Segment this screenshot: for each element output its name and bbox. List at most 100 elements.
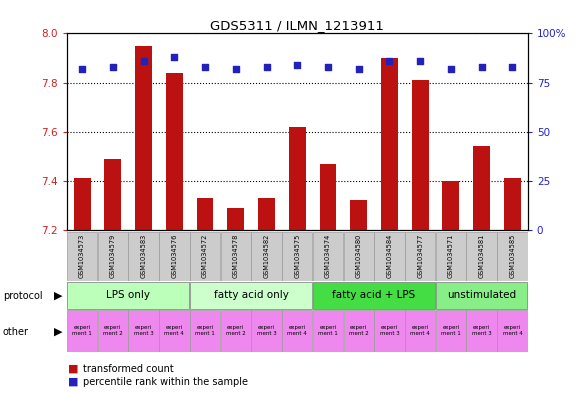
Bar: [436, 232, 466, 281]
Text: ▶: ▶: [54, 290, 63, 301]
Bar: [159, 310, 190, 352]
Bar: [313, 310, 343, 352]
Point: [477, 64, 487, 70]
Text: protocol: protocol: [3, 290, 42, 301]
Point: [415, 58, 425, 64]
Text: experi
ment 4: experi ment 4: [410, 325, 430, 336]
Bar: [166, 73, 183, 230]
Point: [354, 66, 363, 72]
Bar: [97, 310, 128, 352]
Bar: [436, 310, 466, 352]
Bar: [289, 127, 306, 230]
Bar: [320, 163, 336, 230]
Bar: [97, 232, 128, 281]
Bar: [350, 200, 367, 230]
Text: experi
ment 3: experi ment 3: [133, 325, 154, 336]
Text: fatty acid only: fatty acid only: [213, 290, 289, 300]
Bar: [190, 232, 220, 281]
Text: GSM1034575: GSM1034575: [294, 233, 300, 277]
Bar: [190, 310, 220, 352]
Bar: [436, 283, 527, 309]
Text: GSM1034572: GSM1034572: [202, 233, 208, 277]
Text: GSM1034577: GSM1034577: [417, 233, 423, 277]
Bar: [374, 310, 405, 352]
Text: experi
ment 1: experi ment 1: [441, 325, 461, 336]
Bar: [251, 310, 282, 352]
Point: [324, 64, 333, 70]
Bar: [159, 232, 190, 281]
Bar: [466, 310, 497, 352]
Bar: [67, 232, 97, 281]
Point: [293, 62, 302, 68]
Bar: [190, 283, 312, 309]
Bar: [128, 232, 159, 281]
Bar: [343, 232, 374, 281]
Bar: [343, 310, 374, 352]
Text: experi
ment 4: experi ment 4: [502, 325, 523, 336]
Text: ■: ■: [68, 377, 79, 387]
Text: experi
ment 2: experi ment 2: [349, 325, 369, 336]
Bar: [405, 232, 436, 281]
Bar: [220, 232, 251, 281]
Point: [447, 66, 456, 72]
Bar: [282, 310, 313, 352]
Text: experi
ment 1: experi ment 1: [72, 325, 92, 336]
Text: experi
ment 1: experi ment 1: [195, 325, 215, 336]
Bar: [313, 232, 343, 281]
Text: GSM1034573: GSM1034573: [79, 233, 85, 277]
Text: GSM1034574: GSM1034574: [325, 233, 331, 277]
Text: other: other: [3, 327, 29, 337]
Point: [262, 64, 271, 70]
Text: GSM1034578: GSM1034578: [233, 233, 239, 277]
Bar: [74, 178, 90, 230]
Bar: [466, 232, 497, 281]
Text: experi
ment 4: experi ment 4: [287, 325, 307, 336]
Text: GSM1034584: GSM1034584: [386, 233, 393, 277]
Point: [139, 58, 148, 64]
Text: fatty acid + LPS: fatty acid + LPS: [332, 290, 416, 300]
Text: ▶: ▶: [54, 327, 63, 337]
Text: GSM1034582: GSM1034582: [263, 233, 270, 277]
Bar: [67, 310, 97, 352]
Text: ■: ■: [68, 364, 79, 374]
Point: [385, 58, 394, 64]
Bar: [313, 283, 435, 309]
Bar: [135, 46, 152, 230]
Point: [508, 64, 517, 70]
Text: experi
ment 1: experi ment 1: [318, 325, 338, 336]
Text: experi
ment 2: experi ment 2: [103, 325, 123, 336]
Text: experi
ment 2: experi ment 2: [226, 325, 246, 336]
Title: GDS5311 / ILMN_1213911: GDS5311 / ILMN_1213911: [211, 19, 384, 32]
Bar: [504, 178, 521, 230]
Text: GSM1034585: GSM1034585: [509, 233, 516, 277]
Point: [231, 66, 241, 72]
Text: GSM1034580: GSM1034580: [356, 233, 362, 277]
Point: [108, 64, 118, 70]
Text: unstimulated: unstimulated: [447, 290, 516, 300]
Point: [170, 54, 179, 60]
Text: percentile rank within the sample: percentile rank within the sample: [83, 377, 248, 387]
Bar: [197, 198, 213, 230]
Bar: [251, 232, 282, 281]
Text: transformed count: transformed count: [83, 364, 173, 374]
Text: GSM1034576: GSM1034576: [171, 233, 177, 277]
Bar: [412, 80, 429, 230]
Bar: [128, 310, 159, 352]
Bar: [227, 208, 244, 230]
Text: experi
ment 4: experi ment 4: [164, 325, 184, 336]
Text: experi
ment 3: experi ment 3: [256, 325, 277, 336]
Point: [78, 66, 87, 72]
Bar: [258, 198, 275, 230]
Text: GSM1034583: GSM1034583: [140, 233, 147, 277]
Point: [201, 64, 210, 70]
Bar: [374, 232, 405, 281]
Text: GSM1034571: GSM1034571: [448, 233, 454, 277]
Bar: [220, 310, 251, 352]
Text: experi
ment 3: experi ment 3: [379, 325, 400, 336]
Bar: [497, 310, 528, 352]
Text: LPS only: LPS only: [106, 290, 150, 300]
Text: GSM1034581: GSM1034581: [478, 233, 485, 277]
Text: GSM1034579: GSM1034579: [110, 233, 116, 277]
Bar: [104, 159, 121, 230]
Bar: [405, 310, 436, 352]
